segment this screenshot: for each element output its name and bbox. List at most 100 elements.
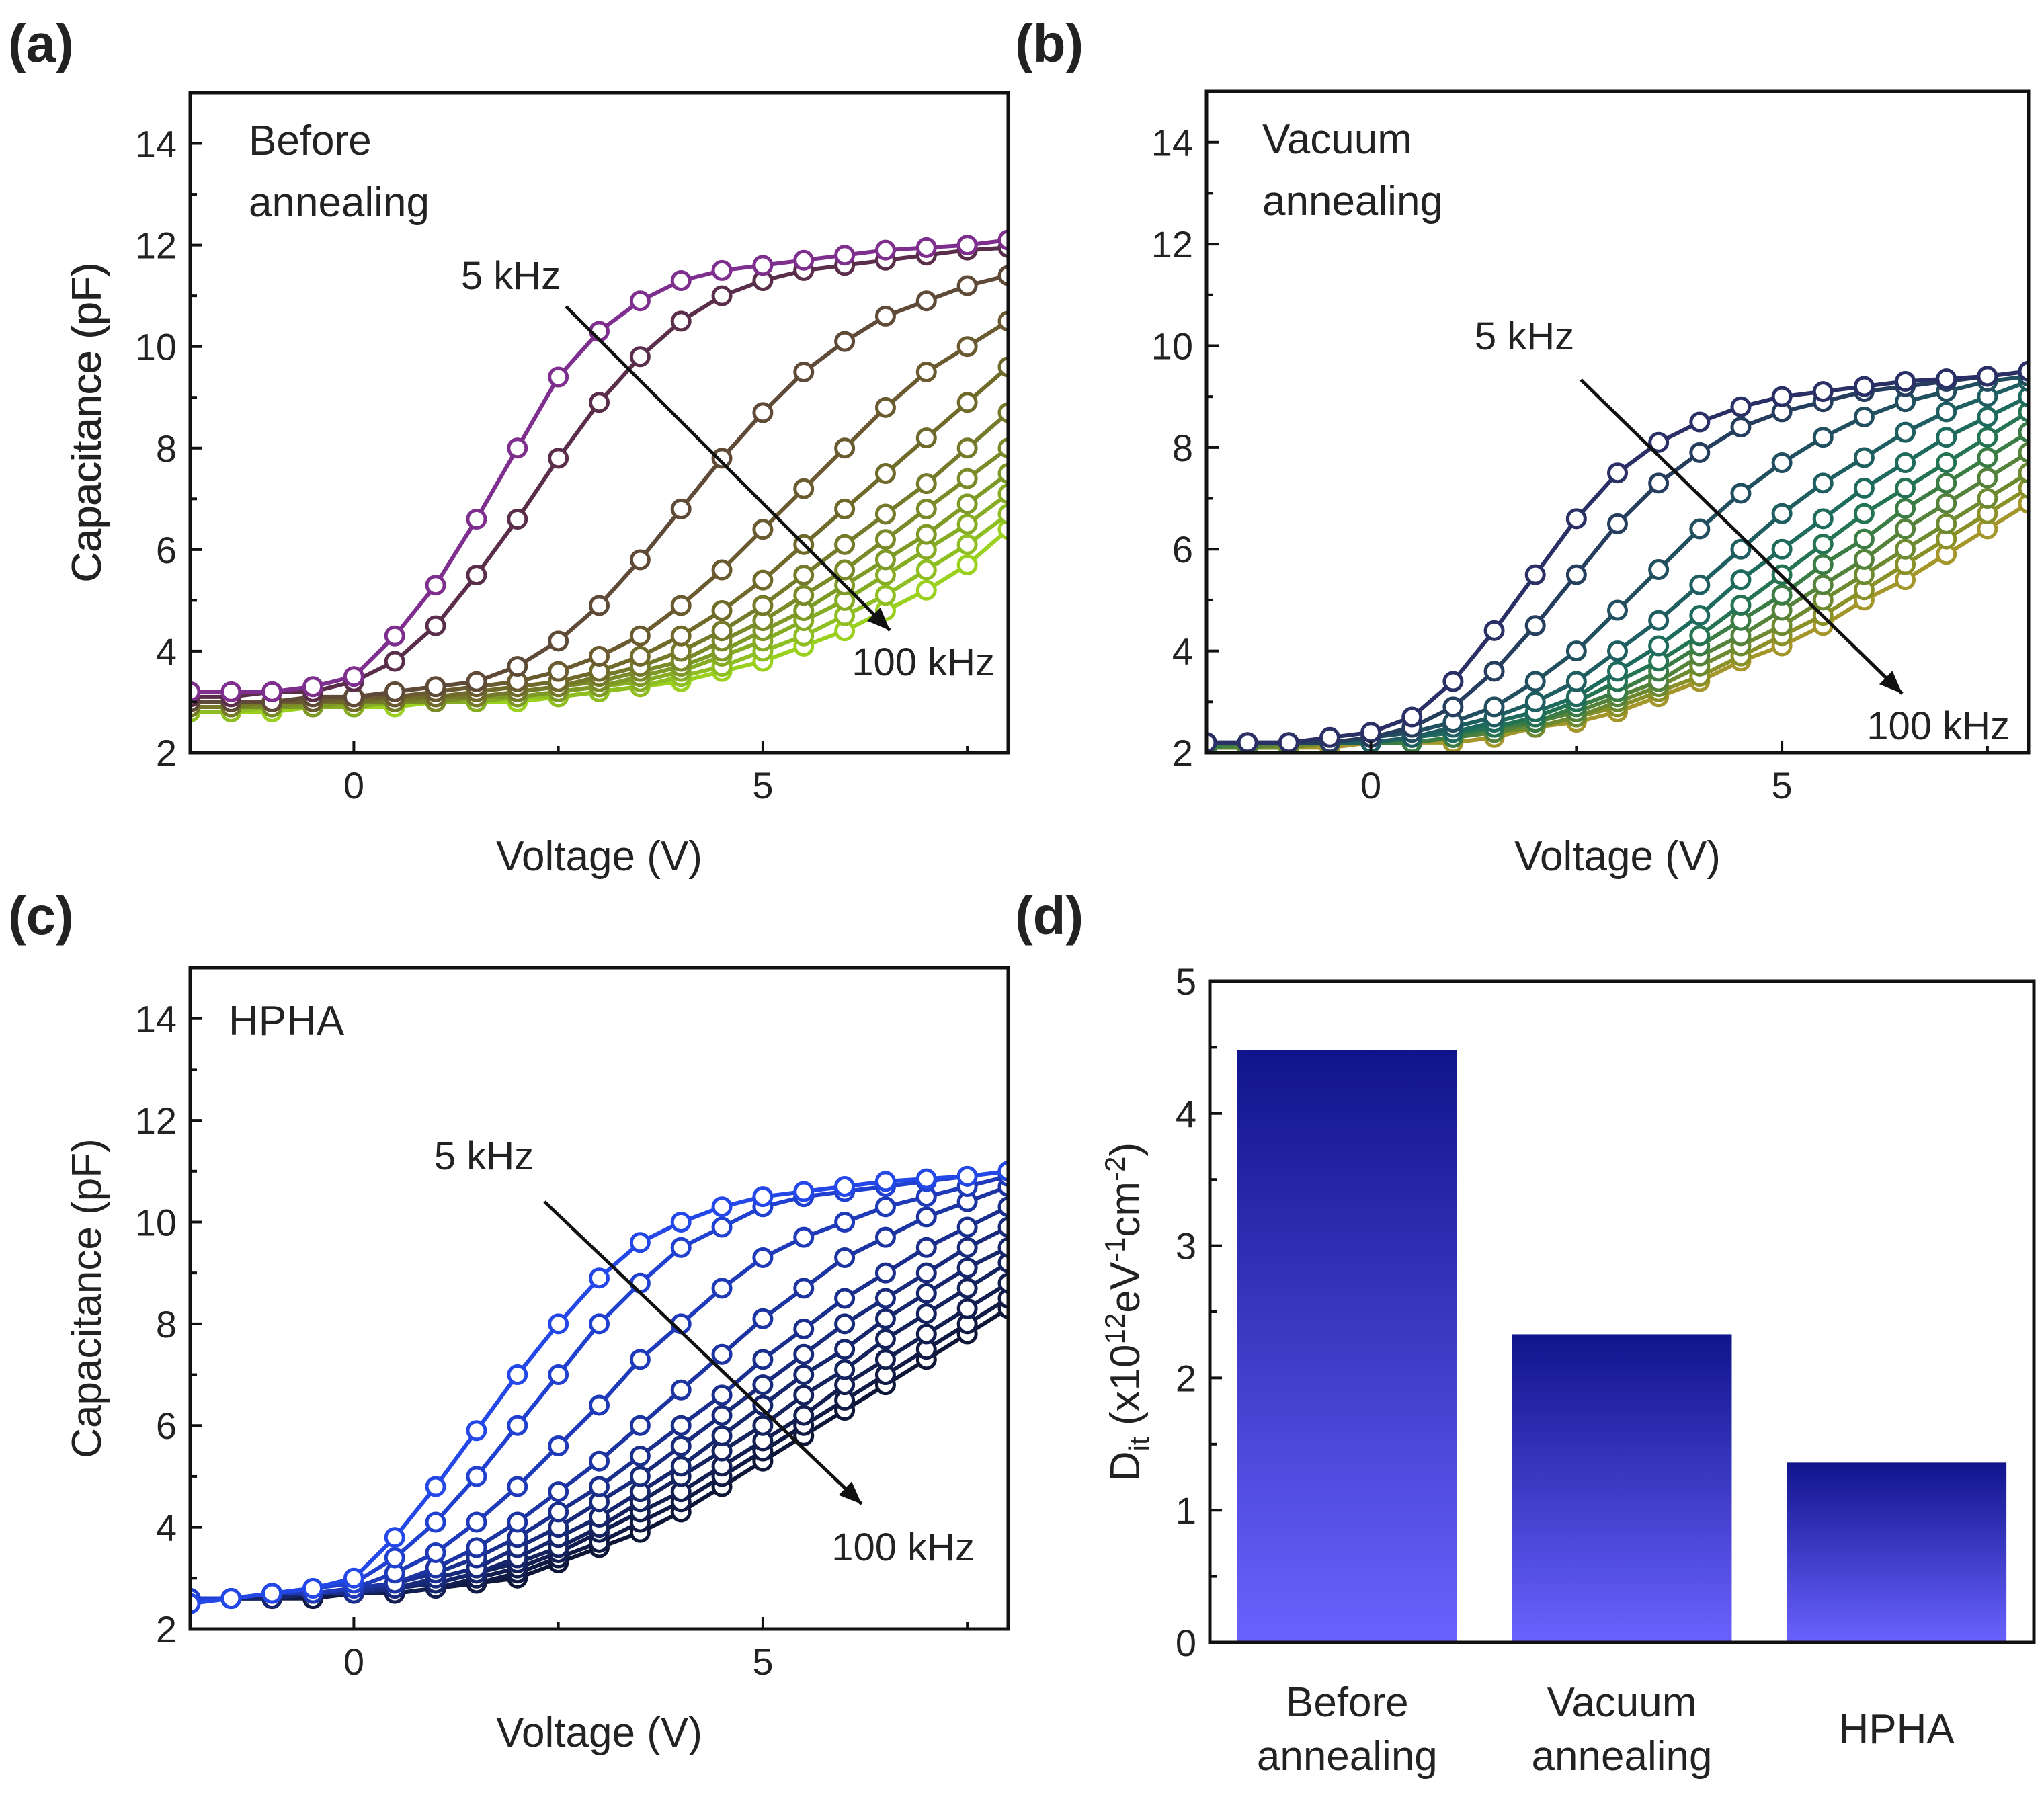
data-point: [956, 336, 978, 358]
data-point: [711, 285, 733, 306]
data-point: [670, 1237, 692, 1258]
data-point: [1977, 488, 1998, 509]
data-point: [915, 498, 937, 519]
data-point: [793, 1364, 815, 1386]
data-point: [1895, 421, 1916, 443]
y-axis-title: Capacitance (pF): [64, 1138, 110, 1458]
y-tick-label: 10: [135, 1201, 177, 1243]
data-point: [915, 290, 937, 312]
data-point: [997, 437, 1008, 459]
data-point: [834, 1175, 856, 1197]
data-point: [997, 483, 1008, 505]
data-point: [670, 310, 692, 332]
x-axis-title: Voltage (V): [1514, 833, 1721, 880]
data-point: [956, 1216, 978, 1238]
y-tick-label: 6: [156, 1405, 177, 1447]
data-point: [1812, 472, 1834, 494]
data-point: [915, 579, 937, 601]
data-point: [1278, 732, 1299, 753]
data-point: [915, 1282, 937, 1304]
plot-frame: [188, 966, 1010, 1631]
data-point: [874, 585, 896, 606]
data-point: [1730, 569, 1752, 591]
frequency-arrow-head: [867, 608, 890, 630]
data-point: [874, 1308, 896, 1329]
frequency-end-label: 100 kHz: [1867, 704, 2010, 748]
data-point: [1442, 696, 1464, 718]
data-point: [343, 1567, 364, 1589]
y-tick-label: 10: [1151, 325, 1193, 367]
data-point: [752, 519, 774, 540]
data-point: [589, 645, 610, 667]
data-point: [997, 1252, 1008, 1274]
panel-label: (a): [8, 13, 74, 73]
series-5-khz: [190, 1161, 1008, 1614]
x-tick-label: 0: [1360, 764, 1381, 806]
data-point: [915, 1303, 937, 1325]
data-point: [1648, 635, 1670, 657]
y-tick-label: 4: [1172, 630, 1193, 673]
data-point: [956, 437, 978, 459]
data-point: [956, 1237, 978, 1258]
data-point: [1812, 508, 1834, 530]
data-point: [1730, 396, 1752, 417]
data-point: [1771, 386, 1793, 407]
data-point: [834, 1288, 856, 1309]
data-point: [874, 1262, 896, 1284]
bar: [1787, 1462, 2007, 1642]
data-point: [752, 1415, 774, 1436]
data-point: [711, 448, 733, 469]
data-point: [629, 346, 651, 368]
y-tick-label: 2: [1176, 1357, 1196, 1399]
x-tick-label: 0: [343, 1640, 364, 1683]
data-point: [711, 1278, 733, 1299]
data-point: [1853, 477, 1875, 499]
data-point: [507, 1476, 528, 1497]
data-point: [1936, 401, 1957, 423]
panel-b: (b) 2 4 6 8 10 12 14 0 5 Voltage (V) Capacitance (p…: [64, 13, 2031, 880]
data-point: [874, 503, 896, 525]
data-point: [915, 1323, 937, 1345]
data-point: [629, 1466, 651, 1487]
data-point: [670, 1415, 692, 1436]
data-point: [1853, 528, 1875, 550]
data-point: [1689, 442, 1711, 463]
data-point: [874, 1288, 896, 1309]
data-point: [1689, 625, 1711, 647]
data-point: [1607, 599, 1628, 621]
data-point: [956, 392, 978, 413]
data-point: [2018, 386, 2029, 407]
data-point: [1936, 368, 1957, 390]
data-point: [670, 595, 692, 616]
y-tick-label: 0: [1176, 1622, 1196, 1664]
plot-frame: [188, 91, 1010, 755]
data-point: [384, 681, 405, 702]
panel-label: (b): [1015, 13, 1084, 73]
data-point: [507, 1511, 528, 1533]
data-point: [384, 1527, 405, 1548]
data-point: [752, 1349, 774, 1370]
y-tick-label: 3: [1176, 1225, 1196, 1267]
data-point: [915, 559, 937, 581]
panel-label: (d): [1015, 886, 1084, 946]
y-tick-label: 8: [156, 1303, 177, 1345]
data-point: [2018, 493, 2029, 514]
bar: [1237, 1050, 1457, 1642]
data-point: [1648, 431, 1670, 453]
data-point: [1936, 452, 1957, 474]
data-point: [670, 1379, 692, 1401]
data-point: [997, 1237, 1008, 1258]
y-tick-label: 12: [1151, 223, 1193, 265]
y-tick-label: 5: [1176, 960, 1196, 1003]
data-point: [1607, 513, 1628, 534]
condition-label: annealing: [249, 179, 430, 226]
data-point: [425, 1542, 446, 1563]
data-point: [711, 1384, 733, 1406]
data-point: [793, 478, 815, 499]
x-tick-label: 5: [752, 764, 773, 806]
data-point: [670, 625, 692, 647]
data-point: [997, 1161, 1008, 1182]
panel-d: (d)BeforeannealingVacuumannealingHPHA012…: [1015, 886, 2036, 1780]
data-point: [1812, 574, 1834, 595]
data-point: [670, 269, 692, 291]
